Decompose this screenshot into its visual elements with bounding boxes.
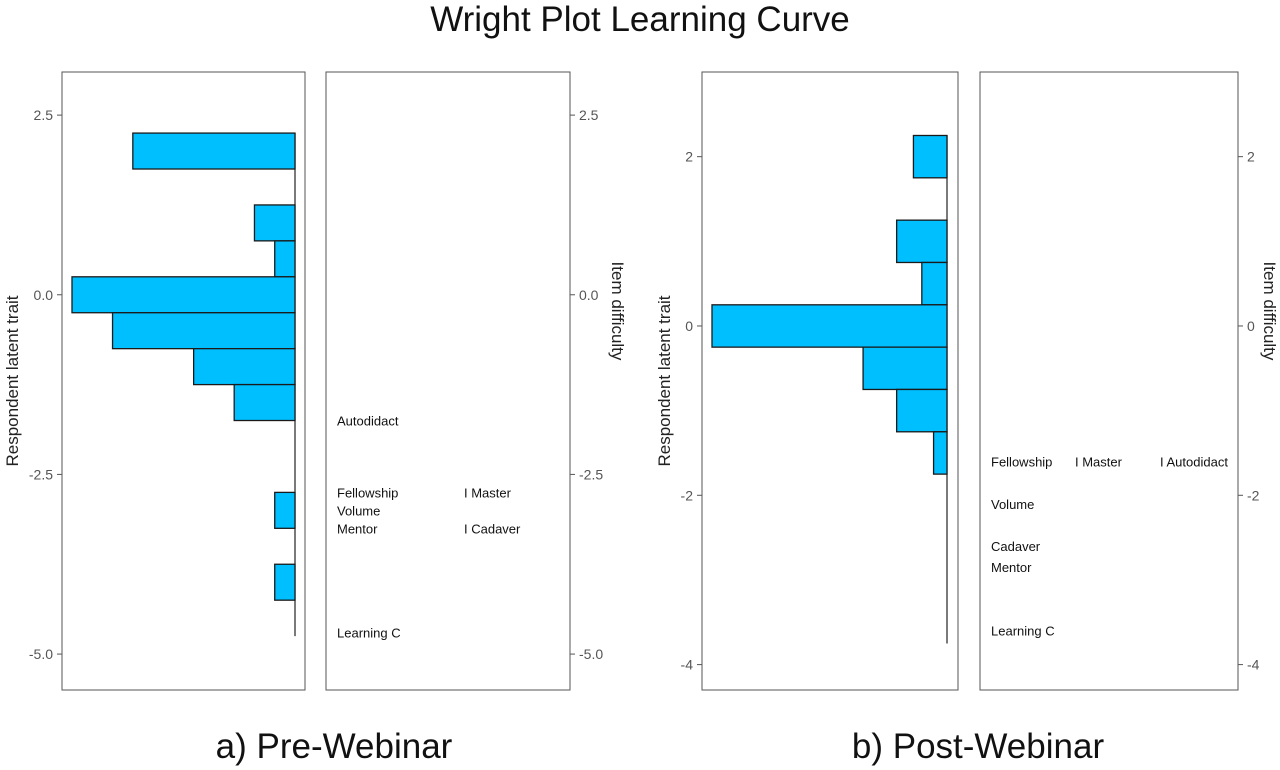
y-tick-label-right: 2.5: [579, 107, 599, 123]
item-label: I Master: [1075, 454, 1123, 469]
histogram-bar: [912, 134, 948, 179]
histogram-bar: [71, 276, 296, 314]
histogram-bar: [895, 388, 948, 433]
item-label: Volume: [991, 497, 1034, 512]
histogram-bar: [192, 348, 296, 386]
y-tick-label-left: 2: [685, 149, 693, 165]
histogram-bar: [111, 312, 296, 350]
y-tick-label-right: 2: [1247, 149, 1255, 165]
y-axis-title-right: Item difficulty: [608, 262, 627, 361]
y-tick-label-left: -4: [681, 657, 694, 673]
item-label: I Master: [464, 485, 512, 500]
y-tick-label-right: 0: [1247, 318, 1255, 334]
y-tick-label-left: 0.0: [34, 287, 54, 303]
item-label: Fellowship: [337, 485, 398, 500]
post-webinar-plot: 2 2 0 0 -2 -2 -4 -4 Fellowship Volume Cadaver Mento…: [655, 71, 1279, 691]
item-label: Autodidact: [337, 414, 399, 429]
histogram-bar: [711, 304, 948, 348]
y-axis-title-left: Respondent latent trait: [655, 295, 674, 466]
item-label: Fellowship: [991, 454, 1052, 469]
histogram-bar: [274, 491, 296, 529]
histogram-bar: [132, 132, 296, 170]
y-axis-title-right: Item difficulty: [1260, 262, 1279, 361]
histogram-bar: [932, 431, 948, 475]
item-label: I Autodidact: [1160, 454, 1228, 469]
pre-webinar-plot: 2.5 2.5 0.0 0.0 -2.5 -2.5 -5.0 -5.0 Autodidact Fe…: [3, 71, 627, 691]
post-webinar-caption: b) Post-Webinar: [851, 727, 1105, 766]
item-label: Mentor: [991, 560, 1032, 575]
y-tick-label-right: -2.5: [579, 466, 603, 482]
y-tick-label-left: 0: [685, 318, 693, 334]
chart-title: Wright Plot Learning Curve: [430, 0, 850, 39]
histogram-bar: [862, 346, 948, 391]
y-tick-label-left: -2: [681, 487, 694, 503]
item-label: Learning C: [991, 624, 1055, 639]
y-tick-label-right: -2: [1247, 487, 1260, 503]
y-tick-label-left: 2.5: [34, 107, 54, 123]
item-panel: [325, 71, 571, 691]
y-tick-label-left: -5.0: [29, 646, 53, 662]
histogram-bar: [253, 204, 296, 242]
y-tick-label-right: -4: [1247, 657, 1260, 673]
item-label: Cadaver: [991, 539, 1041, 554]
histogram-bar: [895, 219, 948, 264]
histogram-bar: [233, 383, 296, 422]
y-axis-title-left: Respondent latent trait: [3, 295, 22, 466]
histogram-bar: [921, 261, 948, 306]
item-panel: [979, 71, 1239, 691]
histogram-bar: [274, 563, 296, 601]
pre-webinar-caption: a) Pre-Webinar: [215, 727, 453, 766]
histogram-panel: [701, 71, 959, 691]
item-label: I Cadaver: [464, 521, 521, 536]
y-tick-label-right: 0.0: [579, 287, 599, 303]
histogram-panel: [61, 71, 306, 691]
item-label: Mentor: [337, 521, 378, 536]
y-tick-label-right: -5.0: [579, 646, 603, 662]
histogram-bar: [274, 240, 296, 278]
y-tick-label-left: -2.5: [29, 466, 53, 482]
item-label: Learning C: [337, 626, 401, 641]
item-label: Volume: [337, 503, 380, 518]
